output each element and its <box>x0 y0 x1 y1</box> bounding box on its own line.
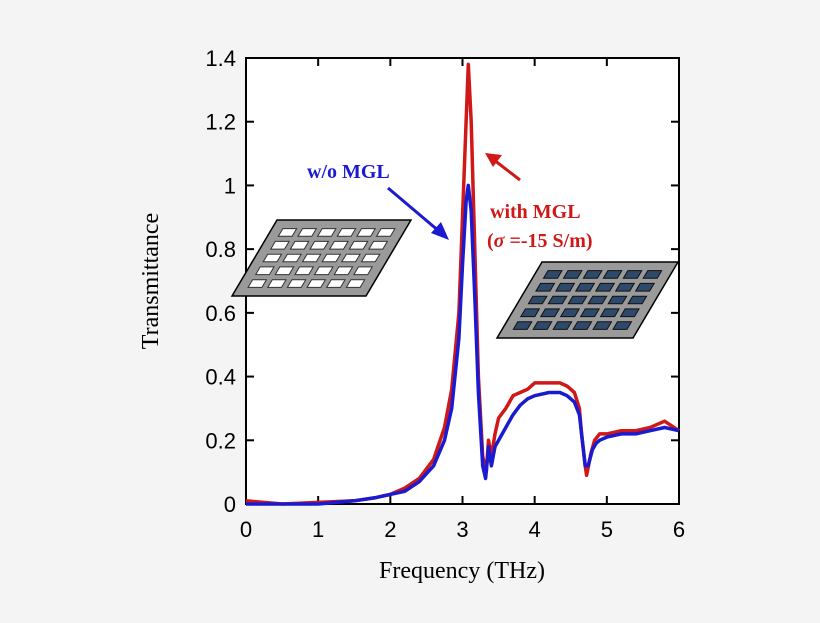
y-tick-label: 0.4 <box>205 365 236 390</box>
inset-cell <box>360 253 381 263</box>
inset-cell <box>254 266 275 276</box>
series-line-w-o-mgl <box>246 183 680 506</box>
x-tick-label: 5 <box>601 517 613 542</box>
inset-cell <box>599 308 620 318</box>
inset-cell <box>634 282 656 292</box>
inset-cell <box>519 308 541 318</box>
inset-cell <box>582 270 603 279</box>
inset-cell <box>527 295 548 305</box>
inset-cell <box>602 270 623 279</box>
inset-cell <box>294 266 315 276</box>
y-tick-label: 1 <box>224 173 236 198</box>
annotation-sigma: (σ =-15 S/m) <box>487 230 593 252</box>
inset-cell <box>289 240 310 250</box>
inset-cell <box>368 240 389 250</box>
x-tick-label: 1 <box>312 517 324 542</box>
x-tick-label: 6 <box>673 517 685 542</box>
inset-cell <box>539 308 561 318</box>
axis-ticks <box>245 57 680 505</box>
annotation-wo-mgl: w/o MGL <box>307 161 390 183</box>
inset-cell <box>559 308 581 318</box>
annotation-open-paren: ( <box>487 230 494 252</box>
inset-cell <box>247 279 268 288</box>
inset-cell <box>266 279 287 288</box>
inset-cell <box>325 279 346 288</box>
inset-cell <box>375 228 396 237</box>
y-axis-label: Transmittance <box>138 213 164 349</box>
inset-cell <box>592 321 613 330</box>
inset-cell <box>356 228 377 237</box>
inset-cell <box>306 279 327 288</box>
x-tick-label: 4 <box>529 517 541 542</box>
blue-arrow <box>387 186 449 240</box>
inset-cell <box>542 270 563 279</box>
inset-cell <box>316 228 337 237</box>
inset-cell <box>282 253 303 263</box>
inset-blue-grid <box>495 261 680 339</box>
inset-cell <box>607 295 628 305</box>
x-tick-label: 0 <box>240 517 252 542</box>
inset-cell <box>321 253 342 263</box>
series-group <box>245 62 680 506</box>
inset-white-grid <box>230 219 413 297</box>
inset-cell <box>572 321 593 330</box>
inset-cell <box>336 228 357 237</box>
inset-cell <box>297 228 318 237</box>
inset-cell <box>309 240 330 250</box>
inset-cell <box>574 282 596 292</box>
x-tick-label: 3 <box>456 517 468 542</box>
red-arrow <box>485 153 521 182</box>
y-tick-label: 0.8 <box>205 237 236 262</box>
inset-cell <box>562 270 583 279</box>
inset-cell <box>512 321 533 330</box>
inset-cell <box>340 253 361 263</box>
y-tick-label: 0.6 <box>205 301 236 326</box>
inset-cell <box>277 228 298 237</box>
inset-cell <box>333 266 354 276</box>
annotation-sigma-value: =-15 S/m) <box>504 230 592 252</box>
x-axis-label: Frequency (THz) <box>379 558 545 584</box>
inset-cell <box>345 279 366 288</box>
inset-cell <box>348 240 369 250</box>
annotation-with-mgl: with MGL <box>490 201 581 223</box>
inset-cell <box>328 240 349 250</box>
inset-cell <box>627 295 648 305</box>
x-tick-label: 2 <box>384 517 396 542</box>
inset-cell <box>353 266 374 276</box>
inset-cell <box>547 295 568 305</box>
y-tick-label: 1.2 <box>205 110 236 135</box>
inset-cell <box>532 321 553 330</box>
tick-labels: 0 1 2 3 4 5 6 0 0.2 0.4 0.6 0.8 1 1.2 1.4 <box>205 46 685 542</box>
inset-plate <box>230 219 413 297</box>
inset-cell <box>612 321 633 330</box>
inset-cell <box>286 279 307 288</box>
inset-cell <box>567 295 588 305</box>
annotation-sigma-symbol: σ <box>494 230 506 252</box>
inset-cell <box>301 253 322 263</box>
inset-cell <box>587 295 608 305</box>
inset-cell <box>594 282 616 292</box>
inset-cell <box>622 270 643 279</box>
inset-cell <box>313 266 334 276</box>
inset-cell <box>552 321 573 330</box>
inset-cell <box>274 266 295 276</box>
inset-cell <box>269 240 290 250</box>
inset-cell <box>262 253 283 263</box>
y-tick-label: 0.2 <box>205 428 236 453</box>
inset-cell <box>614 282 636 292</box>
inset-plate <box>495 261 680 339</box>
inset-cell <box>619 308 640 318</box>
inset-cell <box>642 270 663 279</box>
y-tick-label: 1.4 <box>205 46 236 71</box>
inset-cell <box>579 308 601 318</box>
inset-cell <box>535 282 556 292</box>
y-tick-label: 0 <box>224 492 236 517</box>
inset-cell <box>555 282 576 292</box>
